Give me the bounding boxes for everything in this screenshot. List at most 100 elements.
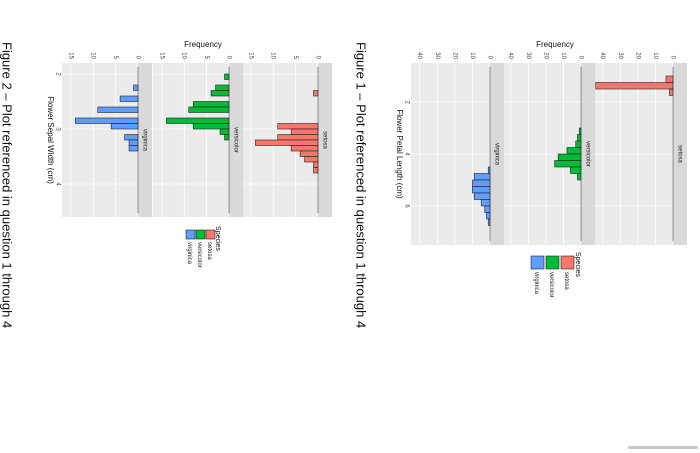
- histogram-bar: [277, 123, 319, 130]
- y-tick-label: 10: [90, 52, 96, 59]
- horizontal-scrollbar[interactable]: [628, 446, 698, 449]
- legend: setosa versicolor virginica Species: [185, 226, 221, 268]
- histogram-bar: [110, 123, 139, 130]
- x-tick-label: 3: [54, 127, 60, 131]
- legend-swatch-setosa: [205, 229, 216, 240]
- histogram-bar: [473, 192, 491, 200]
- histogram-bar: [473, 173, 491, 181]
- y-tick-label: 40: [416, 52, 422, 59]
- facet-strip: [229, 63, 243, 217]
- y-axis-title: Frequency: [184, 40, 222, 49]
- histogram-bar: [290, 145, 319, 152]
- x-tick-label: 4: [54, 182, 60, 186]
- histogram-bar: [215, 84, 230, 91]
- y-tick-label: 10: [652, 52, 658, 59]
- legend-label-virginica: virginica: [186, 242, 192, 265]
- y-tick-label: 0: [225, 56, 231, 60]
- histogram-bar: [192, 101, 230, 108]
- x-tick-label: 4: [403, 152, 409, 156]
- histogram-bar: [665, 75, 674, 83]
- histogram-bar: [255, 139, 319, 146]
- legend-label-setosa: setosa: [563, 272, 569, 290]
- histogram-bar: [119, 95, 139, 102]
- legend-label-setosa: setosa: [206, 242, 212, 260]
- histogram-bar: [219, 128, 230, 135]
- histogram-bar: [188, 106, 230, 113]
- histogram-bar: [313, 167, 319, 174]
- histogram-bar: [124, 134, 139, 141]
- histogram-bar: [577, 134, 582, 142]
- figure-2: setosa 0 5 10 15 versicolor 0 5 10 15 virginica 0 5 1…: [46, 40, 332, 268]
- facet-strip: [490, 63, 504, 245]
- y-tick-label: 15: [247, 52, 253, 59]
- legend-swatch-versicolor: [195, 229, 206, 240]
- legend: setosa versicolor virginica Species: [530, 252, 581, 298]
- y-tick-label: 20: [451, 52, 457, 59]
- legend-swatch-virginica: [530, 255, 545, 270]
- y-tick-label: 40: [507, 52, 513, 59]
- histogram-bar: [487, 218, 491, 226]
- facet-strip-label: setosa: [676, 145, 682, 163]
- legend-swatch-setosa: [560, 255, 575, 270]
- histogram-bar: [578, 127, 582, 135]
- figure-2-caption: Figure 2 – Plot referenced in question 1…: [0, 42, 15, 328]
- y-tick-label: 40: [599, 52, 605, 59]
- y-tick-label: 0: [577, 56, 583, 60]
- x-tick-label: 2: [54, 72, 60, 76]
- histogram-bar: [299, 150, 319, 157]
- histogram-bar: [595, 82, 674, 90]
- histogram-bar: [224, 134, 230, 141]
- y-tick-label: 10: [270, 52, 276, 59]
- y-tick-label: 15: [158, 52, 164, 59]
- histogram-bar: [128, 145, 139, 152]
- histogram-bar: [669, 88, 674, 96]
- facet-virginica: virginica 0 5 10 15: [62, 52, 152, 217]
- facet-strip-label: virginica: [493, 143, 499, 166]
- histogram-bar: [554, 160, 582, 168]
- histogram-bar: [133, 84, 139, 91]
- histogram-bar: [484, 205, 491, 213]
- x-tick-label: 6: [403, 204, 409, 208]
- histogram-bar: [575, 140, 582, 148]
- histogram-bar: [277, 134, 319, 141]
- histogram-bar: [290, 128, 319, 135]
- histogram-bar: [577, 173, 582, 181]
- facet-strip-label: setosa: [321, 131, 327, 149]
- y-tick-label: 30: [434, 52, 440, 59]
- facet-strip: [581, 63, 595, 245]
- y-tick-label: 5: [292, 56, 298, 60]
- histogram-bar: [486, 212, 491, 220]
- histogram-bar: [566, 147, 582, 155]
- y-tick-label: 0: [314, 56, 320, 60]
- facet-virginica: virginica 0 10 20 30 40: [411, 52, 504, 245]
- histogram-bar: [480, 199, 491, 207]
- legend-label-virginica: virginica: [533, 272, 539, 295]
- histogram-bar: [313, 90, 319, 97]
- legend-swatch-virginica: [185, 229, 196, 240]
- facet-setosa: setosa 0 10 20 30 40: [594, 52, 687, 245]
- y-axis-title: Frequency: [536, 40, 574, 49]
- y-tick-label: 0: [669, 56, 675, 60]
- y-tick-label: 15: [67, 52, 73, 59]
- histogram-bar: [570, 166, 582, 174]
- y-tick-label: 0: [134, 56, 140, 60]
- histogram-bar: [192, 123, 230, 130]
- facet-strip-label: versicolor: [584, 141, 590, 167]
- facet-strip: [318, 63, 332, 217]
- x-tick-label: 2: [403, 100, 409, 104]
- y-tick-label: 30: [525, 52, 531, 59]
- facet-strip: [673, 63, 687, 245]
- histogram-bar: [97, 106, 139, 113]
- facet-strip: [138, 63, 152, 217]
- y-tick-label: 5: [112, 56, 118, 60]
- histogram-bar: [472, 179, 491, 187]
- facet-setosa: setosa 0 5 10 15: [242, 52, 332, 217]
- histogram-bar: [128, 139, 139, 146]
- x-axis-title: Flower Petal Length (cm): [395, 109, 404, 199]
- legend-label-versicolor: versicolor: [548, 272, 554, 298]
- figure-1-caption: Figure 1 – Plot referenced in question 1…: [354, 42, 369, 328]
- histogram-bar: [224, 73, 230, 80]
- y-tick-label: 20: [634, 52, 640, 59]
- y-tick-label: 30: [617, 52, 623, 59]
